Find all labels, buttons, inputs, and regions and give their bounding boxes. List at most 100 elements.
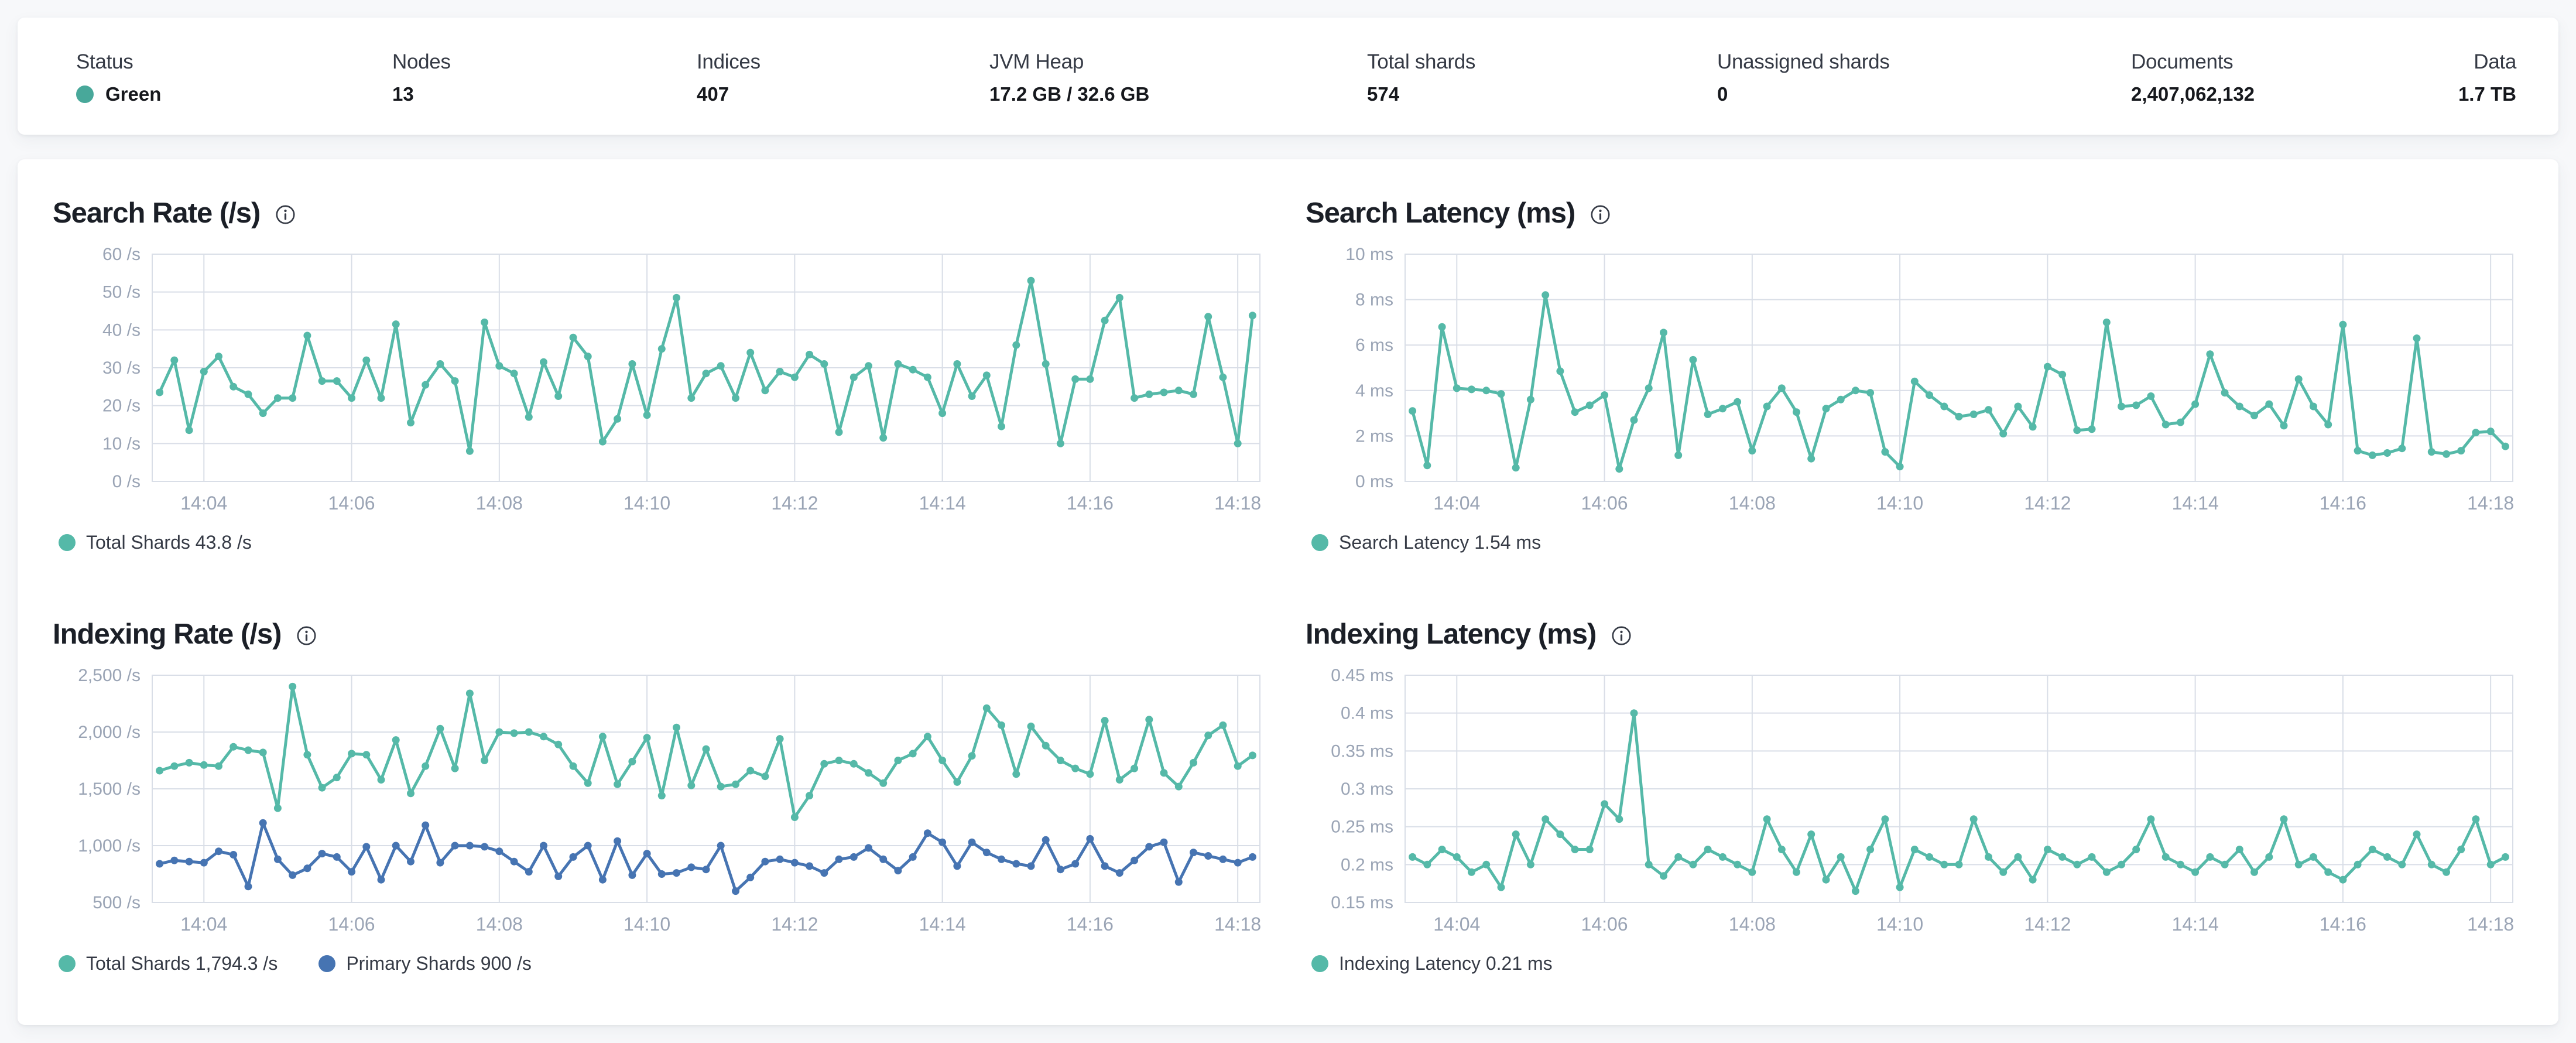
svg-text:2,000 /s: 2,000 /s [78,723,141,742]
svg-text:14:04: 14:04 [180,914,227,935]
svg-text:14:18: 14:18 [1214,493,1261,514]
svg-text:14:10: 14:10 [624,914,670,935]
stat-unassigned-shards-value: 0 [1717,83,1728,105]
legend-series-label: Total Shards 43.8 /s [86,532,252,553]
svg-text:500 /s: 500 /s [93,893,141,912]
svg-text:14:04: 14:04 [180,493,227,514]
stat-data: Data 1.7 TB [2458,50,2516,105]
legend-item: Total Shards 43.8 /s [59,532,252,553]
chart-indexing-rate-title: Indexing Rate (/s) [53,618,282,650]
svg-text:14:18: 14:18 [2467,914,2514,935]
svg-text:0.15 ms: 0.15 ms [1331,893,1393,912]
stat-indices-label: Indices [697,50,761,73]
svg-text:14:12: 14:12 [2024,914,2071,935]
chart-indexing-latency-legend: Indexing Latency 0.21 ms [1306,953,2523,974]
svg-text:14:06: 14:06 [1581,493,1628,514]
info-icon[interactable] [1611,625,1632,646]
svg-text:14:14: 14:14 [2172,914,2219,935]
chart-search-rate: Search Rate (/s) 60 /s 50 /s 40 /s 30 /s 20 … [53,197,1270,553]
status-green-dot-icon [76,86,94,103]
chart-indexing-rate: Indexing Rate (/s) 2,500 /s 2,000 /s 1,500… [53,618,1270,974]
svg-text:60 /s: 60 /s [102,247,141,264]
svg-text:0.45 ms: 0.45 ms [1331,668,1393,685]
svg-text:14:06: 14:06 [328,493,375,514]
stat-nodes: Nodes 13 [392,50,451,105]
chart-indexing-rate-legend: Total Shards 1,794.3 /s Primary Shards 90… [53,953,1270,974]
stat-jvm-heap-label: JVM Heap [989,50,1084,73]
legend-series-dot-icon [59,534,76,551]
chart-indexing-rate-canvas[interactable]: 2,500 /s 2,000 /s 1,500 /s 1,000 /s 500 /s 14… [53,668,1270,943]
svg-text:14:18: 14:18 [2467,493,2514,514]
info-icon[interactable] [1590,204,1611,225]
svg-text:0.3 ms: 0.3 ms [1341,779,1393,799]
svg-text:30 /s: 30 /s [102,358,141,378]
cluster-stats-panel: Status Green Nodes 13 Indices 407 JVM He… [18,18,2558,135]
svg-text:0 ms: 0 ms [1355,472,1393,491]
stat-documents-label: Documents [2131,50,2234,73]
chart-indexing-latency: Indexing Latency (ms) 0.45 ms 0.4 ms 0.35 … [1306,618,2523,974]
metrics-charts-panel: Search Rate (/s) 60 /s 50 /s 40 /s 30 /s 20 … [18,159,2558,1025]
chart-indexing-latency-canvas[interactable]: 0.45 ms 0.4 ms 0.35 ms 0.3 ms 0.25 ms 0.2 ms 0… [1306,668,2523,943]
chart-search-rate-canvas[interactable]: 60 /s 50 /s 40 /s 30 /s 20 /s 10 /s 0 /s 14:04 1… [53,247,1270,522]
svg-text:50 /s: 50 /s [102,283,141,302]
svg-text:10 ms: 10 ms [1345,247,1393,264]
svg-text:4 ms: 4 ms [1355,381,1393,401]
chart-search-rate-legend: Total Shards 43.8 /s [53,532,1270,553]
svg-text:14:12: 14:12 [771,914,818,935]
stat-total-shards: Total shards 574 [1367,50,1475,105]
stat-data-label: Data [2474,50,2516,73]
svg-text:14:12: 14:12 [771,493,818,514]
svg-text:6 ms: 6 ms [1355,336,1393,355]
svg-text:14:10: 14:10 [1876,914,1923,935]
info-icon[interactable] [275,204,296,225]
stat-documents-value: 2,407,062,132 [2131,83,2255,105]
svg-text:14:10: 14:10 [624,493,670,514]
svg-text:14:12: 14:12 [2024,493,2071,514]
svg-text:8 ms: 8 ms [1355,290,1393,310]
svg-text:14:04: 14:04 [1433,914,1480,935]
legend-series-dot-icon [1311,534,1328,551]
svg-text:20 /s: 20 /s [102,396,141,416]
svg-text:14:18: 14:18 [1214,914,1261,935]
svg-text:14:06: 14:06 [328,914,375,935]
svg-text:0.35 ms: 0.35 ms [1331,741,1393,761]
svg-text:10 /s: 10 /s [102,434,141,453]
stat-data-value: 1.7 TB [2458,83,2516,105]
svg-text:1,000 /s: 1,000 /s [78,836,141,856]
svg-text:14:08: 14:08 [476,914,523,935]
stat-status: Status Green [76,50,161,105]
stat-status-value: Green [105,83,162,105]
stat-total-shards-label: Total shards [1367,50,1476,73]
stat-nodes-label: Nodes [392,50,451,73]
legend-item: Search Latency 1.54 ms [1311,532,1541,553]
svg-text:14:16: 14:16 [1067,914,1114,935]
legend-series-label: Indexing Latency 0.21 ms [1339,953,1553,974]
legend-item: Total Shards 1,794.3 /s [59,953,278,974]
legend-series-dot-icon [1311,955,1328,972]
stat-unassigned-shards: Unassigned shards 0 [1717,50,1890,105]
stat-status-label: Status [76,50,133,73]
chart-search-latency-canvas[interactable]: 10 ms 8 ms 6 ms 4 ms 2 ms 0 ms 14:04 14:06 14:08… [1306,247,2523,522]
legend-series-label: Primary Shards 900 /s [346,953,532,974]
stat-jvm-heap: JVM Heap 17.2 GB / 32.6 GB [989,50,1149,105]
svg-text:14:16: 14:16 [2320,914,2366,935]
svg-text:14:08: 14:08 [1729,493,1776,514]
svg-text:14:16: 14:16 [2320,493,2366,514]
stat-indices: Indices 407 [697,50,761,105]
svg-text:0.25 ms: 0.25 ms [1331,818,1393,837]
svg-text:0.4 ms: 0.4 ms [1341,704,1393,723]
svg-text:1,500 /s: 1,500 /s [78,779,141,799]
chart-search-latency: Search Latency (ms) 10 ms 8 ms 6 ms 4 ms 2 m… [1306,197,2523,553]
legend-item: Primary Shards 900 /s [318,953,532,974]
chart-search-latency-title: Search Latency (ms) [1306,197,1575,229]
info-icon[interactable] [296,625,317,646]
legend-series-label: Search Latency 1.54 ms [1339,532,1542,553]
stat-total-shards-value: 574 [1367,83,1400,105]
svg-text:14:08: 14:08 [476,493,523,514]
svg-text:14:06: 14:06 [1581,914,1628,935]
legend-series-dot-icon [59,955,76,972]
svg-text:0 /s: 0 /s [112,472,141,491]
legend-series-label: Total Shards 1,794.3 /s [86,953,278,974]
chart-indexing-latency-title: Indexing Latency (ms) [1306,618,1597,650]
